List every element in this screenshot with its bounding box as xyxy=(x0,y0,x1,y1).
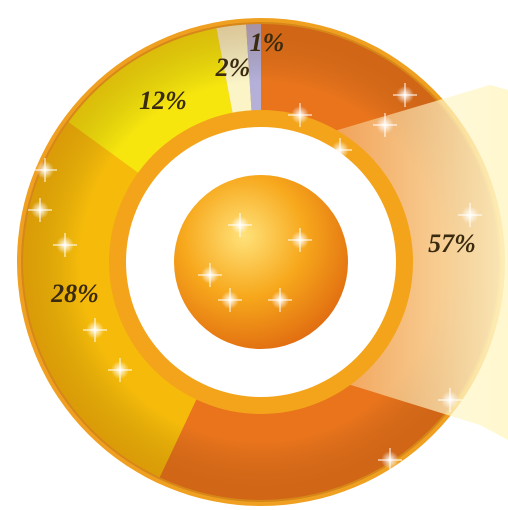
sparkle-star xyxy=(328,138,352,162)
data-label: 57% xyxy=(428,229,476,258)
center-sphere xyxy=(174,175,348,349)
sparkle-star xyxy=(393,83,417,107)
sparkle-star xyxy=(288,103,312,127)
sparkle-star xyxy=(108,358,132,382)
data-label: 28% xyxy=(50,279,99,308)
data-label: 2% xyxy=(215,53,251,82)
sparkle-star xyxy=(373,113,397,137)
sparkle-star xyxy=(28,198,52,222)
sparkle-star xyxy=(218,288,242,312)
sparkle-star xyxy=(458,203,482,227)
sparkle-star xyxy=(378,448,402,472)
sparkle-star xyxy=(288,228,312,252)
data-label: 1% xyxy=(250,28,285,57)
sparkle-star xyxy=(198,263,222,287)
sparkle-star xyxy=(83,318,107,342)
data-label: 12% xyxy=(139,86,187,115)
sparkle-star xyxy=(53,233,77,257)
sparkle-star xyxy=(438,388,462,412)
sparkle-star xyxy=(33,158,57,182)
sparkle-star xyxy=(228,213,252,237)
sparkle-star xyxy=(268,288,292,312)
